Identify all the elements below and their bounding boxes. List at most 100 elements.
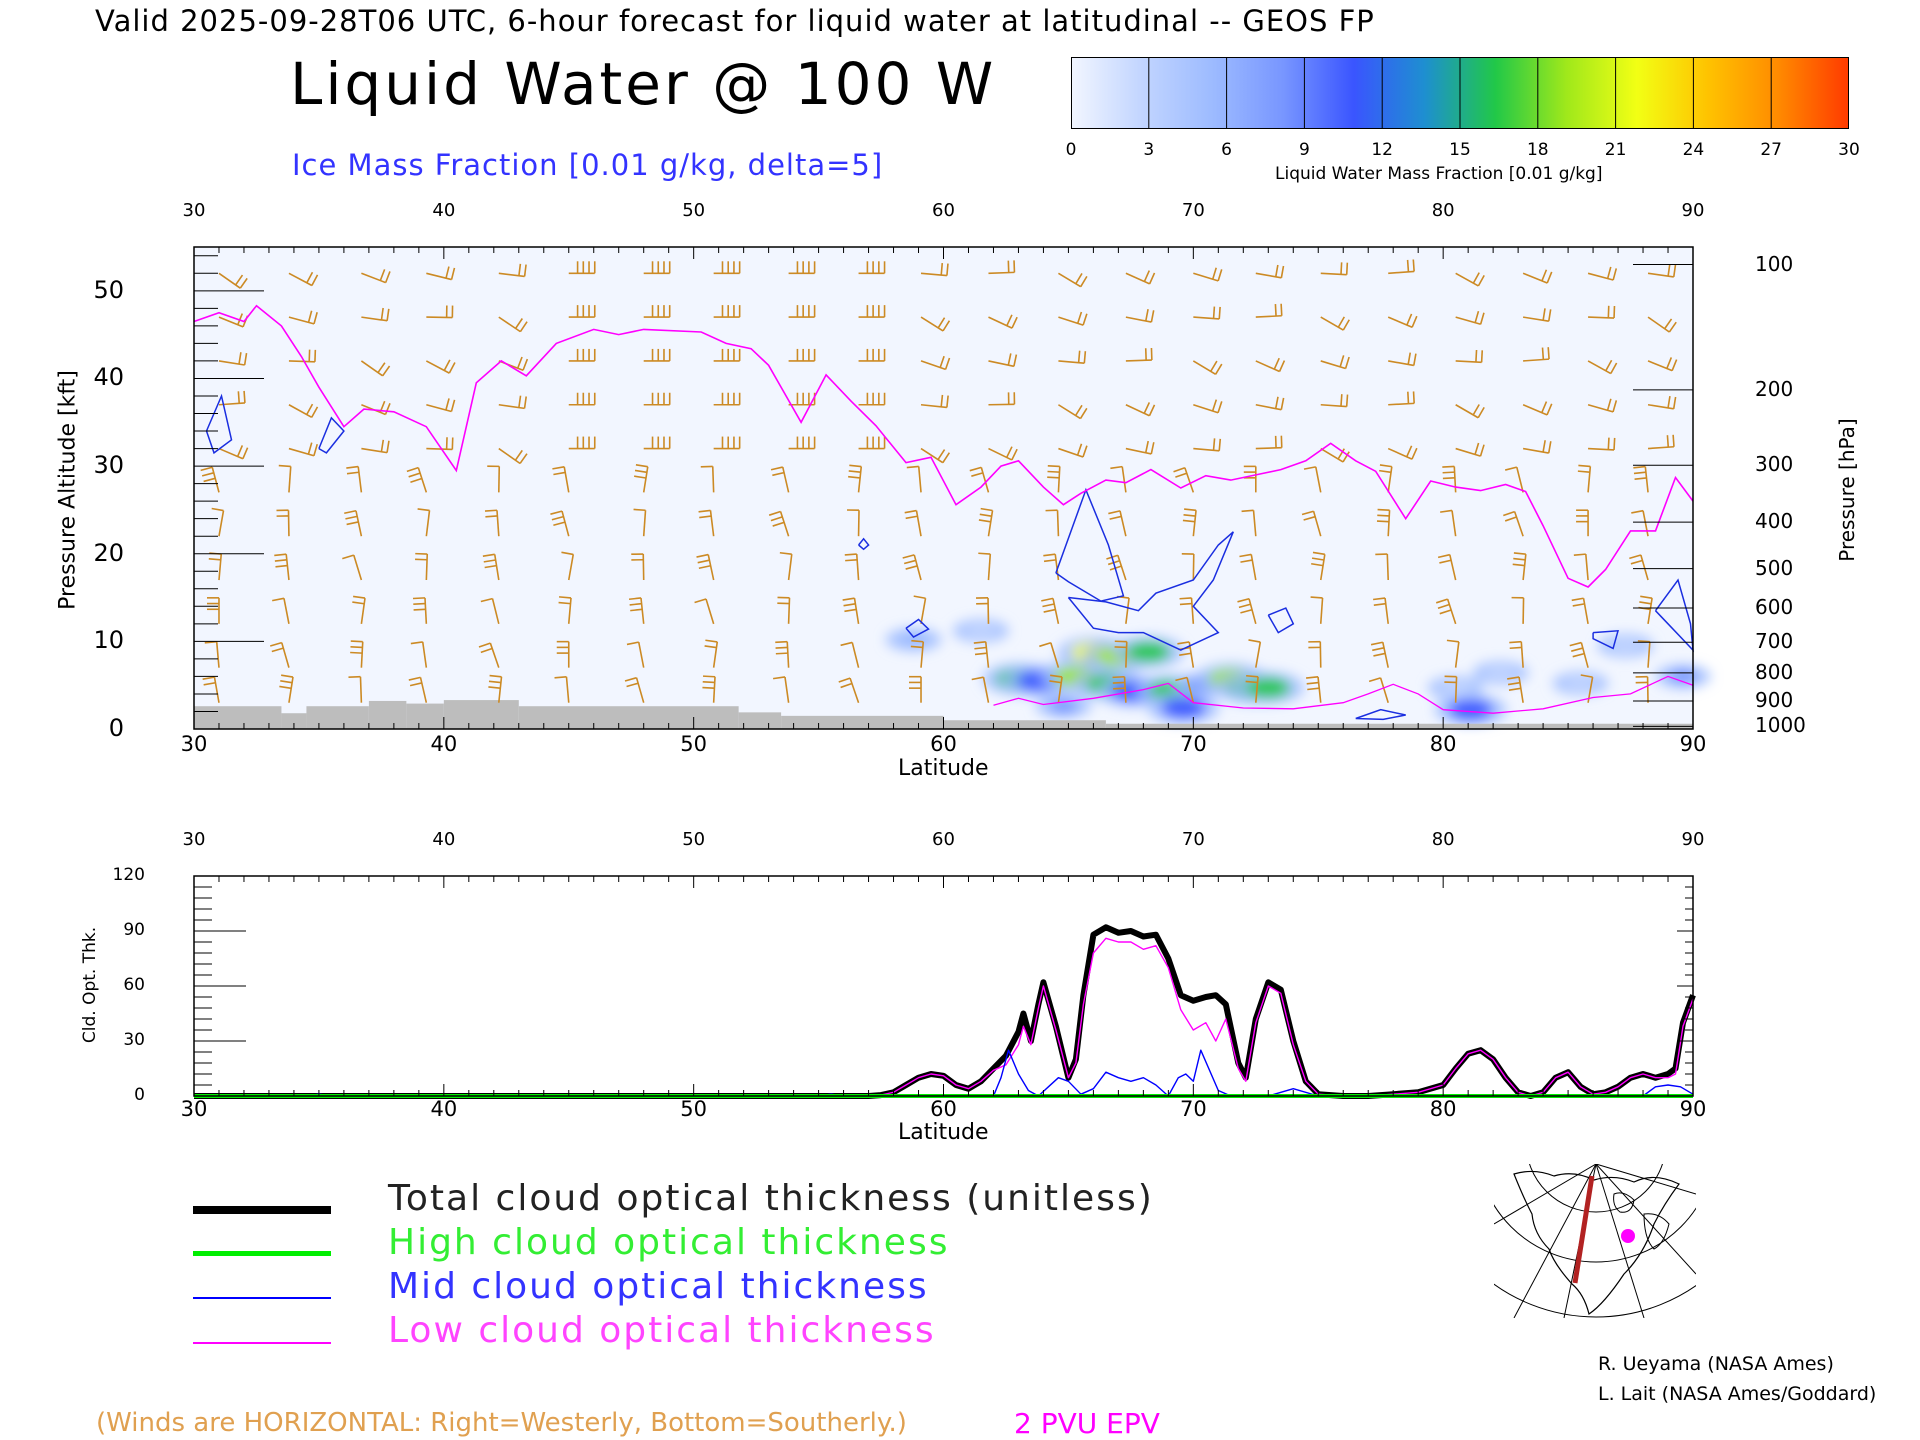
wind-barb xyxy=(1320,316,1350,331)
colorbar-tick-label: 24 xyxy=(1682,140,1705,160)
wind-barb xyxy=(643,305,671,318)
x-tick-label: 40 xyxy=(432,829,456,850)
wind-barb xyxy=(568,305,596,318)
legend-swatch-high xyxy=(193,1251,331,1256)
pressure-tick-label: 500 xyxy=(1755,555,1794,580)
terrain-block xyxy=(406,703,444,729)
liquid-water-halo xyxy=(1194,663,1267,696)
upper-x-axis-label: Latitude xyxy=(898,756,989,781)
wind-barb xyxy=(1577,464,1592,493)
liquid-water-halo xyxy=(1232,671,1305,704)
wind-barb xyxy=(1057,404,1088,420)
liquid-water-halo xyxy=(1472,660,1529,685)
wind-barb xyxy=(1110,465,1127,493)
x-tick-label: 70 xyxy=(1181,200,1205,221)
wind-barb xyxy=(408,676,428,703)
wind-barb xyxy=(1112,675,1127,703)
wind-barb xyxy=(1647,264,1677,278)
wind-barb xyxy=(768,510,790,537)
wind-barb xyxy=(1182,508,1197,537)
ice-contour xyxy=(905,618,930,638)
x-tick-label: 90 xyxy=(1679,1097,1707,1121)
wind-barb xyxy=(361,439,390,454)
wind-barb xyxy=(1047,464,1061,493)
wind-barb xyxy=(920,263,949,277)
credit-line-1: R. Ueyama (NASA Ames) xyxy=(1598,1353,1834,1375)
wind-barb xyxy=(920,355,951,371)
wind-barb xyxy=(487,465,501,493)
wind-barb xyxy=(1387,313,1418,329)
wind-barb xyxy=(713,392,741,406)
y-tick-label: 120 xyxy=(112,865,145,885)
wind-barb xyxy=(844,553,860,581)
wind-barb xyxy=(971,676,990,703)
wind-barb xyxy=(920,316,951,332)
colorbar-tick-label: 27 xyxy=(1760,140,1783,160)
wind-barb xyxy=(846,509,860,537)
wind-barb xyxy=(631,553,645,581)
wind-barb xyxy=(628,597,645,624)
wind-barb xyxy=(779,551,793,581)
liquid-water-cell xyxy=(1096,646,1141,667)
wind-barb xyxy=(1049,674,1063,703)
wind-barb xyxy=(1629,554,1649,581)
terrain-block xyxy=(518,706,739,729)
terrain-block xyxy=(738,712,782,729)
terrain-block xyxy=(368,700,407,729)
wind-barb xyxy=(1303,466,1322,493)
wind-barb xyxy=(361,400,391,416)
wind-barb xyxy=(1388,259,1415,275)
wind-barb xyxy=(208,552,223,581)
terrain-block xyxy=(943,720,1106,729)
liquid-water-halo xyxy=(1097,675,1170,708)
wind-barb xyxy=(973,641,990,668)
wind-barb xyxy=(1041,597,1060,625)
wind-barb xyxy=(702,675,716,703)
wind-barb xyxy=(1379,464,1393,493)
wind-barb xyxy=(568,261,596,275)
lower-x-axis-label: Latitude xyxy=(898,1120,989,1145)
wind-barb xyxy=(218,352,248,366)
colorbar-title: Liquid Water Mass Fraction [0.01 g/kg] xyxy=(1275,164,1603,184)
wind-barb xyxy=(858,348,886,362)
wind-barb xyxy=(1388,391,1415,406)
wind-barb xyxy=(978,507,994,537)
x-tick-label: 50 xyxy=(680,732,708,756)
x-tick-label: 60 xyxy=(930,732,957,756)
wind-barb xyxy=(969,466,990,493)
wind-barb xyxy=(1193,438,1222,452)
wind-barb xyxy=(988,314,1018,329)
wind-barb xyxy=(1511,596,1525,624)
wind-barb xyxy=(1320,355,1350,370)
wind-barb xyxy=(1192,360,1223,376)
terrain-block xyxy=(194,706,282,729)
wind-barb xyxy=(1631,509,1649,537)
wind-barb xyxy=(1039,642,1060,668)
wind-barb xyxy=(1173,467,1195,493)
wind-barb xyxy=(1387,445,1418,460)
upper-plot-frame xyxy=(193,246,1694,730)
liquid-water-cell xyxy=(1441,680,1470,695)
wind-barb xyxy=(1058,311,1088,326)
liquid-water-cell xyxy=(996,669,1041,690)
wind-barb xyxy=(713,305,741,318)
colorbar-tick-label: 12 xyxy=(1371,140,1394,160)
colorbar-tick-label: 15 xyxy=(1449,140,1471,160)
liquid-water-cell xyxy=(1228,677,1273,698)
wind-barb xyxy=(1637,640,1651,668)
wind-barb xyxy=(634,464,649,493)
wind-barb xyxy=(211,507,225,537)
wind-barb xyxy=(1245,674,1259,703)
wind-barb xyxy=(202,676,220,703)
liquid-water-cell xyxy=(1148,680,1193,701)
colorbar-tick-label: 30 xyxy=(1838,140,1860,160)
terrain-block xyxy=(1105,723,1693,729)
wind-barb xyxy=(988,353,1018,368)
wind-barb xyxy=(1587,359,1618,375)
wind-barb xyxy=(698,509,715,537)
x-tick-label: 80 xyxy=(1431,829,1455,850)
x-tick-label: 60 xyxy=(930,1097,957,1121)
wind-barb xyxy=(1181,553,1195,581)
wind-barb xyxy=(1239,553,1257,581)
ice-contour-note: Ice Mass Fraction [0.01 g/kg, delta=5] xyxy=(292,148,884,182)
